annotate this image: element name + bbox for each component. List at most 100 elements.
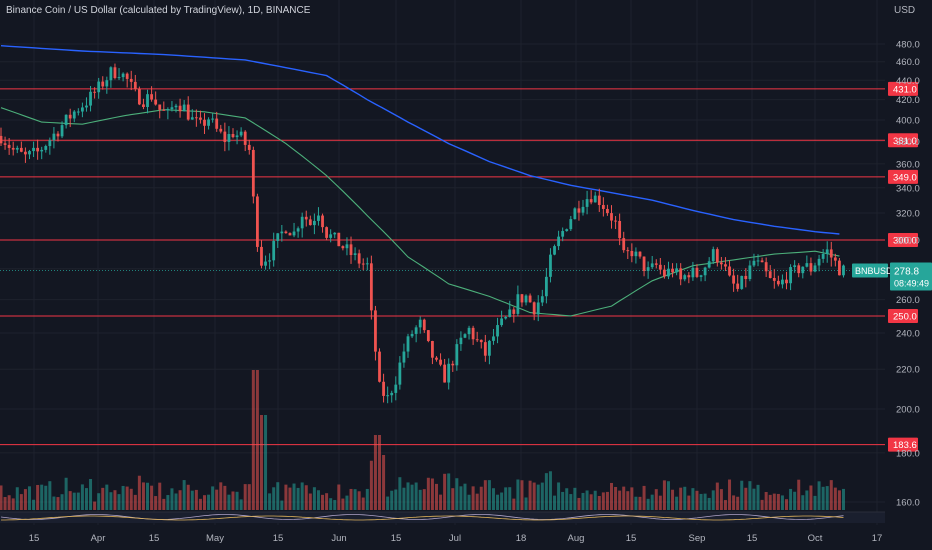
volume-bar xyxy=(56,497,60,510)
price-tick-label: 220.0 xyxy=(896,365,920,376)
candle-body xyxy=(276,233,280,241)
candle-body xyxy=(654,263,658,265)
candle-body xyxy=(146,94,149,108)
candle-body xyxy=(11,147,15,150)
volume-bar xyxy=(793,491,797,510)
currency-label: USD xyxy=(894,5,916,16)
volume-bar xyxy=(345,495,349,510)
horizontal-levels[interactable]: 431.0 381.0 349.0 300.0 250.0 183.6 xyxy=(0,81,918,452)
candle-body xyxy=(703,267,707,276)
volume-bar xyxy=(235,491,239,510)
volume-bar xyxy=(190,490,194,510)
volume-bar xyxy=(40,484,44,510)
candle-body xyxy=(744,275,748,280)
level-tag xyxy=(888,133,918,148)
candle-body xyxy=(125,73,129,79)
volume-bar xyxy=(308,493,312,510)
candle-body xyxy=(675,268,679,273)
time-tick-label: 15 xyxy=(29,533,40,544)
volume-bar xyxy=(133,494,137,510)
indicator-pane xyxy=(0,511,885,523)
candle-body xyxy=(817,258,821,266)
candle-body xyxy=(166,109,170,111)
volume-bar xyxy=(768,494,772,510)
volume-bar xyxy=(821,486,825,510)
time-tick-label: 15 xyxy=(149,533,160,544)
price-tick-label: 480.0 xyxy=(896,40,920,51)
volume-bar xyxy=(141,482,145,510)
volume-bar xyxy=(68,491,72,510)
volume-bar xyxy=(170,488,174,510)
volume-bar xyxy=(650,494,654,510)
volume-bar xyxy=(72,492,76,510)
volume-bar xyxy=(300,482,304,510)
candle-body xyxy=(528,295,532,303)
candle-body xyxy=(699,275,703,277)
volume-bar xyxy=(418,489,422,510)
candle-body xyxy=(508,309,512,317)
volume-bar xyxy=(756,484,760,510)
candle-body xyxy=(679,268,683,280)
volume-bar xyxy=(259,415,263,510)
candle-body xyxy=(667,268,670,277)
volume-bar xyxy=(32,499,36,510)
volume-bar xyxy=(585,490,589,510)
volume-bar xyxy=(646,498,650,510)
candle-body xyxy=(142,104,145,108)
candle-body xyxy=(203,119,206,126)
volume-bar xyxy=(321,494,325,510)
candles[interactable] xyxy=(0,63,845,404)
volume-bar xyxy=(687,495,691,510)
volume-bar xyxy=(194,489,198,510)
candle-body xyxy=(581,206,585,213)
volume-bar xyxy=(573,487,577,510)
volume-bar xyxy=(524,497,528,510)
indicator-line-b xyxy=(1,515,844,521)
volume-bar xyxy=(691,488,695,510)
candle-body xyxy=(162,109,166,111)
volume-bar xyxy=(748,481,752,510)
candle-body xyxy=(781,279,784,285)
candle-body xyxy=(671,268,674,273)
volume-bar xyxy=(557,482,561,510)
candle-body xyxy=(565,229,569,232)
volume-bar xyxy=(11,498,15,510)
candle-body xyxy=(622,238,626,251)
volume-bar xyxy=(264,415,268,510)
volume-bar xyxy=(479,486,483,510)
candle-body xyxy=(121,73,125,78)
time-axis[interactable]: 15 Apr 15 May 15 Jun 15 Jul 18 Aug 15 Sep 15 Oct 17 xyxy=(29,533,883,544)
candle-body xyxy=(251,149,255,197)
price-tag xyxy=(890,262,932,291)
candle-body xyxy=(569,219,573,230)
candle-body xyxy=(451,363,455,366)
candle-body xyxy=(182,104,186,112)
volume-bar xyxy=(365,488,369,510)
candle-body xyxy=(813,265,817,272)
candle-body xyxy=(219,128,223,132)
volume-bar xyxy=(837,490,841,510)
candle-body xyxy=(459,337,463,345)
candle-body xyxy=(483,342,487,356)
volume-bar xyxy=(337,484,341,510)
ma-short-line xyxy=(0,107,840,317)
volume-bar xyxy=(662,480,666,510)
time-tick-label: Jun xyxy=(331,533,346,544)
volume-bar xyxy=(109,492,113,510)
volume-bar xyxy=(430,478,434,510)
candle-body xyxy=(626,250,630,252)
candle-body xyxy=(174,105,178,108)
candle-body xyxy=(549,254,552,277)
candle-body xyxy=(150,94,153,100)
volume-bar xyxy=(105,484,109,510)
volume-bar xyxy=(390,490,394,510)
candle-body xyxy=(321,215,324,228)
volume-bar xyxy=(325,493,329,510)
candle-body xyxy=(68,114,72,119)
volume-bar xyxy=(752,488,756,510)
candle-body xyxy=(601,205,605,209)
volume-bar xyxy=(361,497,365,510)
candle-body xyxy=(520,294,524,303)
volume-bar xyxy=(467,494,471,510)
